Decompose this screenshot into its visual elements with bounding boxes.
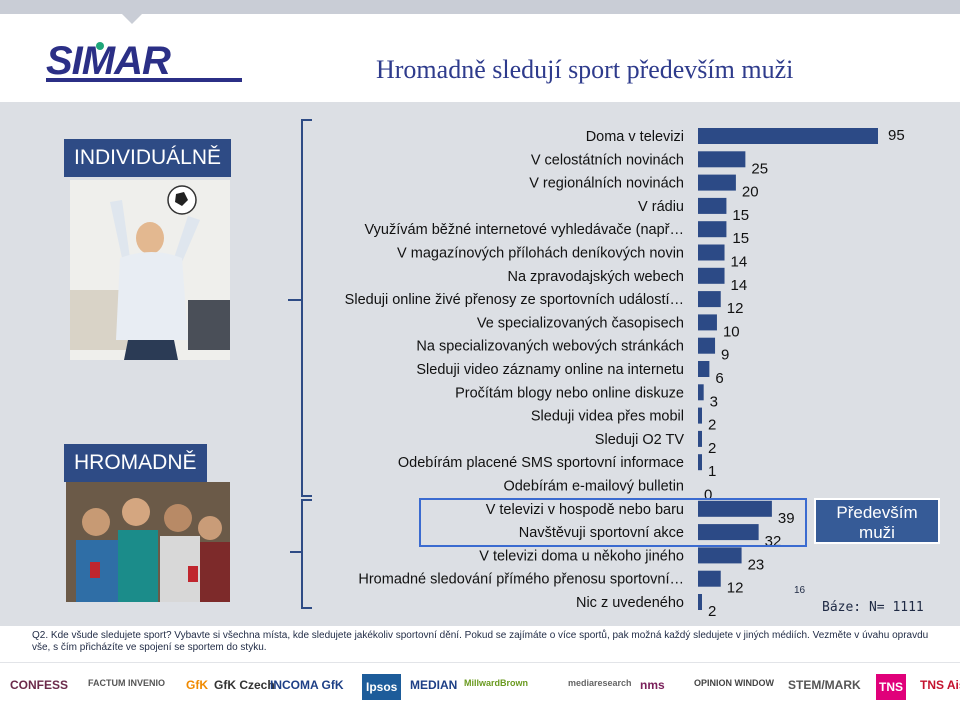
value-label: 0: [704, 487, 712, 504]
category-label: Využívám běžné internetové vyhledávače (…: [365, 222, 684, 238]
category-label: Pročítám blogy nebo online diskuze: [455, 385, 684, 401]
category-label: Sleduji O2 TV: [595, 432, 685, 448]
footer-logo: INCOMA GfK: [270, 678, 344, 692]
value-label: 25: [751, 160, 768, 177]
individual-label: INDIVIDUÁLNĚ: [64, 139, 232, 177]
bar: [698, 570, 721, 587]
bar: [698, 128, 878, 144]
footer-logo: TNS: [876, 674, 906, 700]
footer-logo: mediaresearch: [568, 678, 632, 688]
footer-logo: GfK Czech: [214, 678, 275, 692]
category-label: Nic z uvedeného: [576, 595, 684, 611]
bar: [698, 337, 716, 354]
value-label: 1: [708, 463, 716, 480]
bar: [698, 221, 727, 238]
value-label: 39: [778, 510, 795, 527]
base-size: Báze: N= 1111: [822, 600, 924, 615]
category-label: Navštěvuji sportovní akce: [519, 525, 684, 541]
men-callout: Především muži: [814, 498, 940, 544]
category-label: Odebírám placené SMS sportovní informace: [398, 455, 684, 471]
slide-title: Hromadně sledují sport především muži: [376, 55, 794, 84]
bar: [698, 430, 702, 447]
value-label: 23: [748, 556, 765, 573]
category-label: Ve specializovaných časopisech: [477, 315, 684, 331]
footer-logo: CONFESS: [10, 678, 69, 692]
fans-group-photo: [66, 482, 230, 602]
group-bracket: [290, 499, 312, 609]
value-label: 2: [708, 440, 716, 457]
bar: [698, 524, 759, 541]
value-label: 20: [742, 184, 759, 201]
value-label: 14: [731, 277, 748, 294]
bar: [698, 174, 736, 191]
bar: [698, 407, 702, 424]
footer-logo: OPINION WINDOW: [694, 678, 774, 688]
footer-logo: FACTUM INVENIO: [88, 678, 166, 688]
value-label: 3: [710, 393, 718, 410]
category-label: Sleduji videa přes mobil: [531, 409, 684, 425]
top-bar: [0, 0, 960, 14]
value-label: 2: [708, 603, 716, 617]
bar: [698, 500, 772, 517]
category-label: V celostátních novinách: [531, 152, 684, 168]
value-label: 2: [708, 417, 716, 434]
bar: [698, 244, 725, 261]
value-label: 12: [727, 580, 744, 597]
bar: [698, 384, 704, 401]
value-label: 15: [732, 230, 749, 247]
category-label: Na specializovaných webových stránkách: [416, 339, 684, 355]
category-label: Hromadné sledování přímého přenosu sport…: [358, 572, 684, 588]
simar-logo: SIMAR: [46, 39, 242, 83]
value-label: 6: [715, 370, 723, 387]
category-label: Odebírám e-mailový bulletin: [503, 479, 684, 495]
man-cheering-photo: [70, 180, 230, 360]
footer-logo: nms: [640, 678, 665, 692]
footer-logo: STEM/MARK: [788, 678, 861, 692]
bar: [698, 197, 727, 214]
bar: [698, 314, 717, 331]
bar: [698, 267, 725, 284]
bar: [698, 291, 721, 308]
bar-chart: Doma v televizi 95 V celostátních novinách…: [345, 127, 905, 617]
category-label: Sleduji online živé přenosy ze sportovní…: [345, 292, 684, 308]
pub-events-highlight: [419, 498, 807, 547]
category-label: Na zpravodajských webech: [507, 269, 684, 285]
callout-line1: Především: [836, 503, 918, 522]
category-label: V regionálních novinách: [529, 176, 684, 192]
header: SIMAR Hromadně sledují sport především m…: [0, 0, 960, 102]
value-label: 12: [727, 300, 744, 317]
category-label: V magazínových přílohách deníkových novi…: [397, 246, 684, 262]
side-note: 16: [794, 585, 806, 596]
footer: [0, 662, 960, 720]
footer-logo: GfK: [186, 678, 208, 692]
category-label: Sleduji video záznamy online na internet…: [416, 362, 684, 378]
footer-logo: MillwardBrown: [464, 678, 529, 688]
value-label: 9: [721, 347, 729, 364]
value-label: 95: [888, 127, 905, 144]
category-label: V rádiu: [638, 199, 684, 215]
callout-line2: muži: [859, 523, 895, 542]
top-bar-notch: [122, 14, 142, 24]
category-label: Doma v televizi: [586, 129, 684, 145]
group-label: HROMADNĚ: [64, 444, 207, 482]
category-label: V televizi v hospodě nebo baru: [486, 502, 684, 518]
value-label: 15: [732, 207, 749, 224]
bar: [698, 547, 742, 564]
bracket-lines: [288, 119, 312, 609]
bar: [698, 594, 702, 610]
footer-logo: TNS Aisa: [920, 678, 960, 692]
individual-bracket: [288, 119, 312, 497]
bar: [698, 454, 702, 471]
footer-logo: MEDIAN: [410, 678, 458, 692]
value-label: 14: [731, 254, 748, 271]
bar: [698, 361, 710, 377]
logo-text: SIMAR: [46, 39, 171, 83]
category-label: V televizi doma u někoho jiného: [479, 548, 684, 564]
question-text: Q2. Kde všude sledujete sport? Vybavte s…: [32, 630, 929, 653]
bar: [698, 151, 746, 168]
footer-logo: Ipsos: [362, 674, 402, 700]
value-label: 10: [723, 323, 740, 340]
